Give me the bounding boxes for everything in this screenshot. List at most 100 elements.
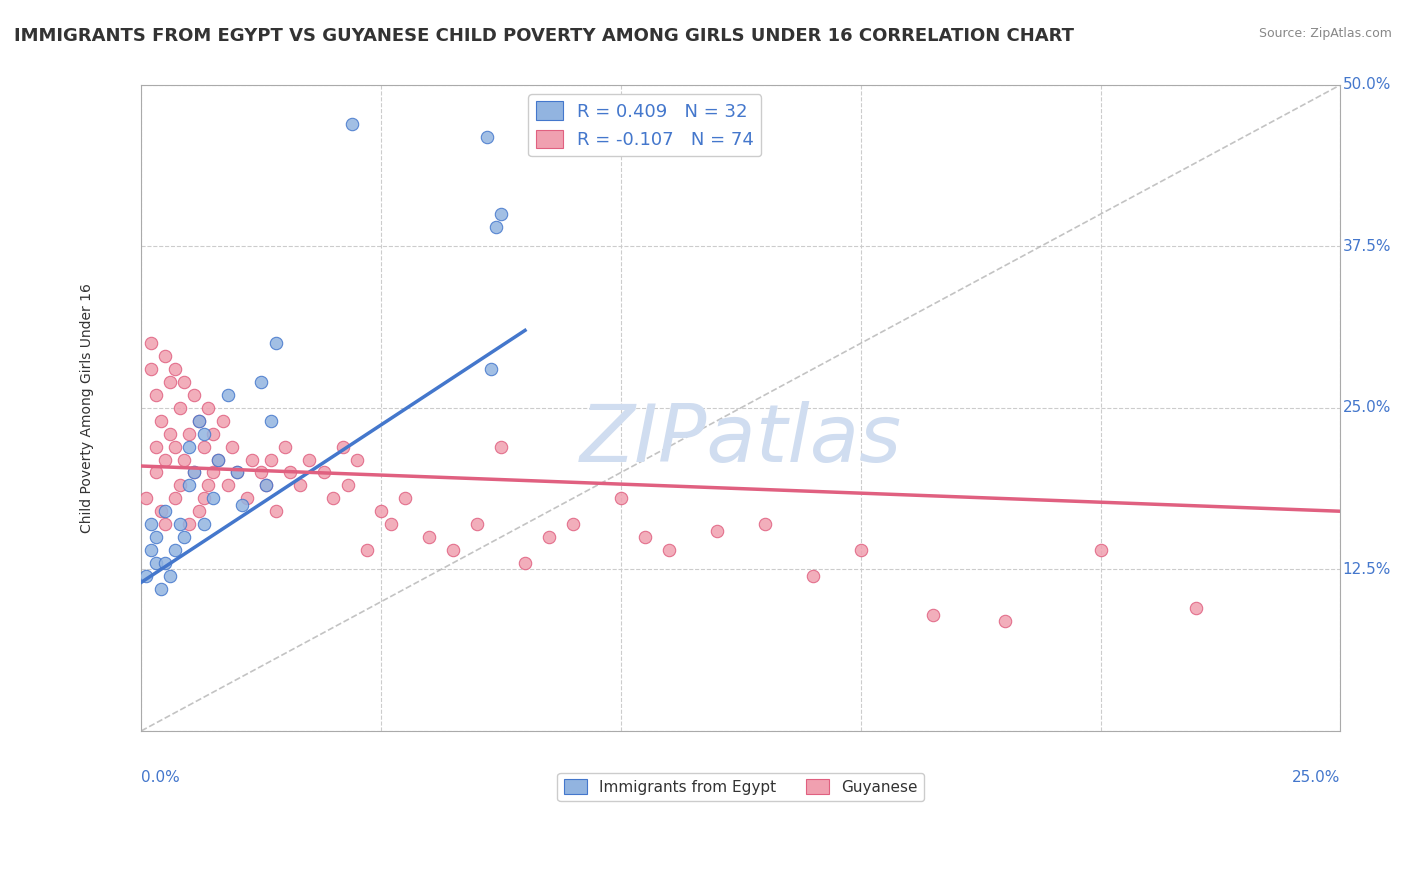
Point [1090, 543, 1112, 558]
Text: 50.0%: 50.0% [1343, 78, 1391, 93]
Point [658, 543, 681, 558]
Point [298, 452, 321, 467]
Point [149, 504, 172, 518]
Point [207, 452, 229, 467]
Point [173, 375, 195, 389]
Point [163, 543, 186, 558]
Point [342, 117, 364, 131]
Point [179, 426, 201, 441]
Point [202, 491, 225, 506]
Point [187, 414, 209, 428]
Point [274, 440, 297, 454]
Point [139, 336, 162, 351]
Point [370, 504, 392, 518]
Point [217, 478, 239, 492]
Point [489, 207, 512, 221]
Point [1185, 601, 1208, 615]
Point [260, 452, 283, 467]
Point [380, 517, 402, 532]
Text: Child Poverty Among Girls Under 16: Child Poverty Among Girls Under 16 [80, 283, 94, 533]
Point [207, 452, 229, 467]
Legend: Immigrants from Egypt, Guyanese: Immigrants from Egypt, Guyanese [558, 772, 924, 801]
Point [634, 530, 657, 544]
Point [149, 582, 172, 596]
Point [155, 517, 177, 532]
Point [288, 478, 311, 492]
Point [706, 524, 728, 538]
Point [155, 556, 177, 570]
Point [179, 440, 201, 454]
Point [849, 543, 872, 558]
Text: IMMIGRANTS FROM EGYPT VS GUYANESE CHILD POVERTY AMONG GIRLS UNDER 16 CORRELATION: IMMIGRANTS FROM EGYPT VS GUYANESE CHILD … [14, 27, 1074, 45]
Point [260, 414, 283, 428]
Point [240, 452, 263, 467]
Point [202, 426, 225, 441]
Point [155, 452, 177, 467]
Point [183, 466, 205, 480]
Point [145, 440, 167, 454]
Point [179, 478, 201, 492]
Point [465, 517, 488, 532]
Point [145, 530, 167, 544]
Point [801, 569, 824, 583]
Point [179, 517, 201, 532]
Point [135, 569, 157, 583]
Point [994, 614, 1017, 628]
Point [139, 517, 162, 532]
Point [418, 530, 440, 544]
Point [475, 129, 498, 144]
Point [278, 466, 301, 480]
Point [250, 375, 273, 389]
Point [159, 375, 181, 389]
Point [754, 517, 776, 532]
Point [226, 466, 249, 480]
Point [187, 504, 209, 518]
Point [610, 491, 633, 506]
Point [231, 498, 253, 512]
Point [537, 530, 560, 544]
Point [159, 426, 181, 441]
Point [250, 466, 273, 480]
Text: ZIPatlas: ZIPatlas [579, 401, 901, 479]
Point [169, 401, 191, 415]
Point [481, 362, 503, 376]
Point [226, 466, 249, 480]
Point [155, 504, 177, 518]
Point [264, 504, 287, 518]
Text: 0.0%: 0.0% [142, 770, 180, 785]
Point [394, 491, 416, 506]
Text: Source: ZipAtlas.com: Source: ZipAtlas.com [1258, 27, 1392, 40]
Point [562, 517, 585, 532]
Text: 12.5%: 12.5% [1343, 562, 1391, 577]
Point [221, 440, 243, 454]
Point [187, 414, 209, 428]
Point [485, 220, 508, 235]
Point [139, 362, 162, 376]
Point [332, 440, 354, 454]
Point [254, 478, 277, 492]
Point [145, 556, 167, 570]
Point [163, 440, 186, 454]
Point [159, 569, 181, 583]
Point [254, 478, 277, 492]
Text: 37.5%: 37.5% [1343, 239, 1391, 254]
Point [149, 414, 172, 428]
Point [441, 543, 464, 558]
Point [163, 362, 186, 376]
Point [145, 388, 167, 402]
Point [197, 401, 219, 415]
Point [489, 440, 512, 454]
Point [155, 349, 177, 363]
Point [236, 491, 259, 506]
Point [193, 491, 215, 506]
Point [921, 607, 943, 622]
Point [264, 336, 287, 351]
Point [145, 466, 167, 480]
Point [197, 478, 219, 492]
Point [322, 491, 344, 506]
Point [139, 543, 162, 558]
Point [312, 466, 335, 480]
Point [163, 491, 186, 506]
Point [173, 530, 195, 544]
Point [183, 388, 205, 402]
